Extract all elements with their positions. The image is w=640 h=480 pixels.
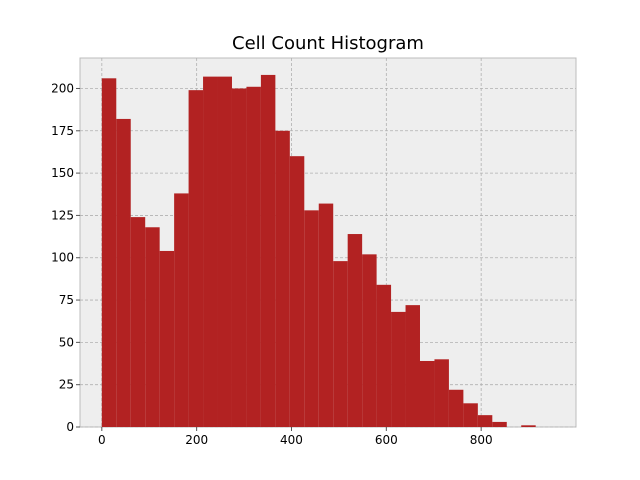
histogram-bar	[448, 389, 464, 427]
histogram-bar	[318, 203, 334, 427]
y-tick-label: 125	[51, 208, 74, 222]
histogram-bar	[304, 210, 319, 427]
histogram-bar	[362, 254, 377, 427]
histogram-bar	[347, 234, 363, 427]
histogram-bars	[101, 74, 536, 428]
histogram-bar	[246, 86, 261, 427]
histogram-bar	[159, 250, 175, 427]
y-tick-label: 25	[59, 378, 74, 392]
histogram-bar	[231, 88, 247, 427]
histogram-bar	[521, 425, 536, 427]
histogram-bar	[405, 305, 420, 427]
histogram-bar	[174, 193, 189, 427]
y-tick-label: 0	[66, 420, 74, 434]
histogram-bar	[477, 415, 493, 427]
x-tick-label: 0	[98, 433, 106, 447]
histogram-bar	[203, 76, 218, 427]
histogram-bar	[391, 311, 406, 427]
histogram-bar	[492, 421, 507, 427]
x-tick-label: 200	[185, 433, 208, 447]
x-tick-label: 400	[280, 433, 303, 447]
histogram-bar	[419, 360, 435, 427]
y-tick-label: 175	[51, 124, 74, 138]
histogram-bar	[101, 78, 117, 428]
histogram-bar	[376, 284, 392, 427]
histogram-bar	[217, 76, 232, 427]
histogram-bar	[130, 217, 146, 427]
histogram-bar	[333, 261, 348, 427]
y-tick-label: 200	[51, 81, 74, 95]
y-tick-label: 150	[51, 166, 74, 180]
histogram-bar	[434, 359, 449, 427]
histogram-bar	[463, 403, 478, 427]
histogram-bar	[260, 74, 276, 427]
y-tick-label: 50	[59, 335, 74, 349]
axis-ticks: 0 200 400 600 800 0 25 50 75 100 125 150 175 200	[51, 81, 493, 447]
histogram-bar	[188, 90, 204, 427]
y-tick-label: 75	[59, 293, 74, 307]
chart-title: Cell Count Histogram	[232, 33, 424, 54]
histogram-bar	[289, 156, 305, 427]
histogram-bar	[116, 118, 131, 427]
x-tick-label: 800	[470, 433, 493, 447]
x-tick-label: 600	[375, 433, 398, 447]
y-tick-label: 100	[51, 251, 74, 265]
histogram-bar	[145, 227, 160, 427]
histogram-bar	[275, 130, 290, 427]
